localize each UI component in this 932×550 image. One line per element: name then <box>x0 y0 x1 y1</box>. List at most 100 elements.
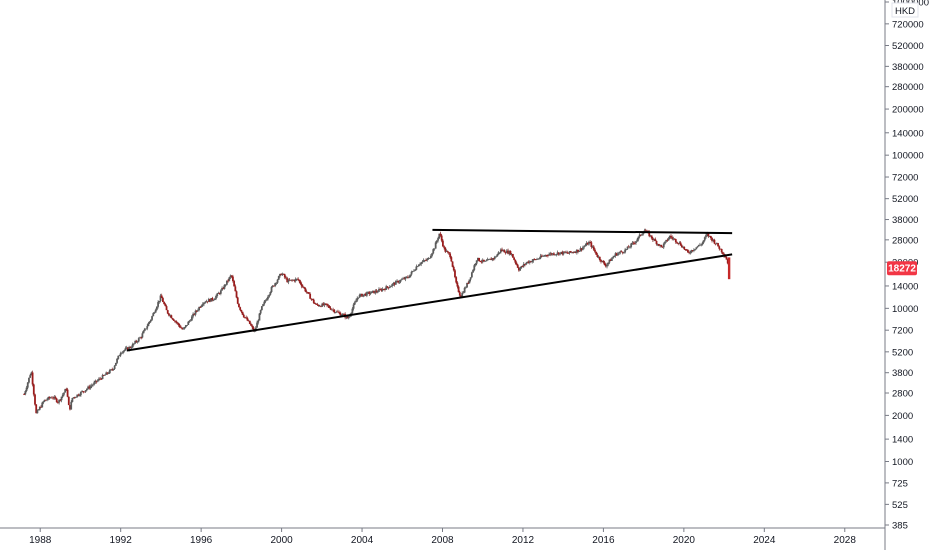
candle <box>60 396 63 403</box>
candle <box>375 288 378 294</box>
candle <box>721 251 724 256</box>
trendline[interactable] <box>432 228 733 235</box>
candle <box>280 273 283 276</box>
candle <box>553 252 555 256</box>
candle <box>102 374 105 376</box>
candle <box>197 308 199 312</box>
candle <box>157 300 159 309</box>
candle <box>309 292 312 299</box>
y-tick-label: 280000 <box>892 82 924 93</box>
candle <box>129 346 132 349</box>
x-axis[interactable]: 1988 1992 1996 2000 2004 2008 2012 2016 2020 2024… <box>29 528 856 546</box>
candle <box>367 291 369 294</box>
candle <box>120 351 123 354</box>
candle <box>232 274 234 283</box>
candle <box>318 304 321 307</box>
candle <box>415 264 418 271</box>
candle <box>659 244 662 248</box>
candle <box>300 282 303 289</box>
candle <box>308 291 310 295</box>
candle <box>550 252 553 256</box>
candle <box>211 296 214 302</box>
candle <box>77 393 80 397</box>
candle <box>498 252 501 255</box>
candle <box>656 243 659 247</box>
candle <box>590 240 593 249</box>
candle <box>502 249 505 252</box>
candle <box>326 303 328 308</box>
y-tick-label: 385 <box>892 521 908 532</box>
candle <box>54 395 57 400</box>
candle <box>414 269 417 272</box>
candle <box>435 239 438 244</box>
candle <box>212 299 215 302</box>
candle <box>263 300 266 306</box>
trendline[interactable] <box>126 253 733 352</box>
candle <box>40 405 42 408</box>
candle <box>684 249 687 251</box>
candle <box>504 251 507 255</box>
candle <box>35 403 38 414</box>
candle <box>117 355 120 360</box>
candle <box>697 244 700 247</box>
x-tick-label: 2020 <box>673 535 696 546</box>
y-tick-label: 10000 <box>892 304 918 315</box>
candle <box>586 242 589 245</box>
candle <box>61 392 64 398</box>
candle <box>315 303 318 305</box>
candle <box>78 393 81 397</box>
candle <box>474 262 477 267</box>
candle <box>585 241 588 247</box>
candle <box>246 316 249 321</box>
candle <box>201 302 204 307</box>
candle <box>524 263 526 267</box>
candle <box>712 238 715 242</box>
candle <box>725 256 728 260</box>
candle <box>673 238 676 241</box>
candle <box>537 258 540 260</box>
candle <box>192 312 194 319</box>
candle <box>543 254 546 257</box>
candle <box>291 279 293 282</box>
candle <box>438 233 441 240</box>
candle <box>680 244 683 248</box>
candle <box>561 250 564 256</box>
candle <box>626 246 629 250</box>
candle <box>188 319 191 323</box>
candle <box>131 342 134 348</box>
candle <box>398 279 401 285</box>
candle <box>241 311 244 316</box>
candle <box>282 273 285 275</box>
candle <box>694 249 697 251</box>
candle <box>665 239 668 243</box>
candle <box>247 319 250 322</box>
candle <box>116 357 118 364</box>
candle <box>503 249 506 253</box>
candle <box>534 259 537 261</box>
candle <box>478 257 481 262</box>
candle <box>328 305 331 309</box>
candle <box>287 278 290 285</box>
candle <box>437 236 439 243</box>
candle <box>108 368 111 374</box>
candle <box>664 241 666 245</box>
candle <box>485 259 488 262</box>
candle <box>83 391 86 393</box>
candle <box>34 393 36 406</box>
candle <box>339 311 342 316</box>
candle <box>429 254 432 259</box>
currency-label: HKD <box>891 2 919 18</box>
candle <box>726 258 729 265</box>
plot-area[interactable] <box>23 228 733 414</box>
candle <box>651 237 654 242</box>
candle <box>403 276 406 280</box>
candle <box>473 264 476 272</box>
candle <box>407 275 409 279</box>
candle <box>88 384 91 390</box>
candle <box>492 257 495 261</box>
candle <box>299 279 302 286</box>
candle <box>662 242 665 250</box>
candle <box>323 302 326 308</box>
candle <box>182 327 185 330</box>
